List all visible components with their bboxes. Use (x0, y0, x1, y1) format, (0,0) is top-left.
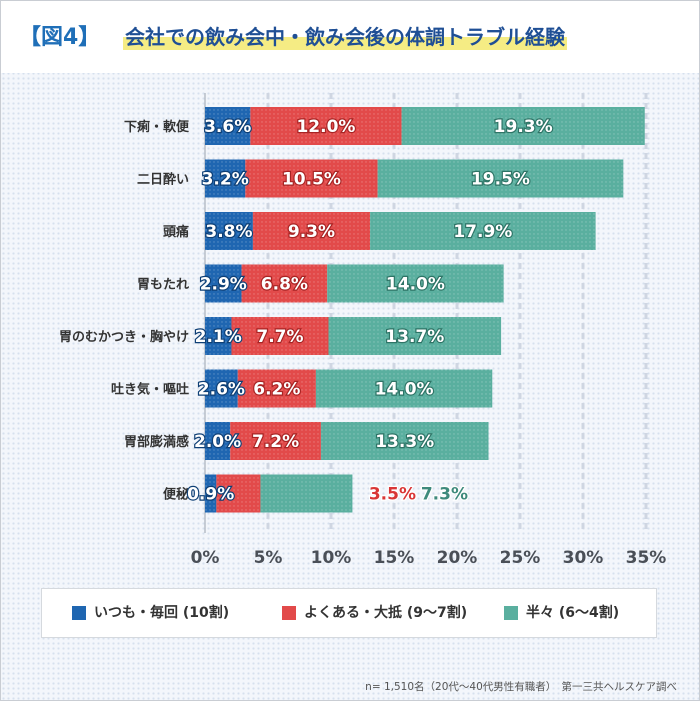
x-tick-label: 25% (500, 548, 541, 568)
bar-texture-half (370, 212, 596, 250)
data-label-often: 6.8% (261, 275, 308, 295)
category-label: 吐き気・嘔吐 (111, 382, 189, 398)
data-label-half: 7.3% (421, 485, 468, 505)
data-label-always: 2.0% (194, 432, 241, 452)
stacked-bar-chart: 下痢・軟便 3.6% 12.0% 19.3% 二日酔い 3.2% 10.5% 19.5% 頭痛 3… (59, 93, 667, 568)
chart-title: 会社での飲み会中・飲み会後の体調トラブル経験 (123, 21, 567, 50)
data-label-half: 13.7% (385, 327, 444, 347)
data-label-always: 0.9% (187, 485, 234, 505)
bar-texture-half (320, 422, 489, 460)
category-label: 二日酔い (137, 172, 189, 188)
bar-texture-often (252, 212, 371, 250)
data-label-half: 17.9% (453, 222, 512, 242)
legend: いつも・毎回 (10割) よくある・大抵 (9〜7割) 半々 (6〜4割) (41, 588, 657, 638)
bar-texture-half (315, 369, 493, 408)
bar-texture-often (237, 369, 316, 408)
bar-texture-often (231, 317, 329, 355)
data-label-half: 14.0% (386, 275, 445, 295)
legend-swatch-half (504, 606, 518, 620)
data-label-often: 7.7% (256, 327, 303, 347)
category-label: 胃もたれ (137, 278, 189, 293)
bar-texture-always (205, 369, 238, 408)
bar-texture-always (205, 317, 232, 355)
category-label: 頭痛 (163, 224, 189, 240)
legend-label-always: いつも・毎回 (10割) (94, 605, 230, 621)
bar-texture-always (205, 264, 242, 303)
data-label-always: 3.8% (205, 222, 252, 242)
bar-texture-half (327, 264, 504, 303)
bar-texture-half (328, 317, 502, 355)
x-tick-label: 20% (437, 548, 478, 568)
category-label: 便秘 (163, 487, 189, 503)
legend-swatch-often (282, 606, 296, 620)
bar-texture-always (205, 159, 246, 198)
data-label-half: 13.3% (375, 432, 434, 452)
data-label-always: 2.1% (195, 327, 242, 347)
x-tick-label: 10% (311, 548, 352, 568)
title-bar: 【図4】 会社での飲み会中・飲み会後の体調トラブル経験 (1, 1, 699, 73)
data-label-often: 7.2% (252, 432, 299, 452)
data-label-always: 3.6% (204, 117, 251, 137)
data-label-often: 9.3% (288, 222, 335, 242)
data-label-always: 2.6% (198, 380, 245, 400)
bar-texture-half (377, 159, 624, 198)
legend-label-half: 半々 (6〜4割) (526, 605, 620, 621)
category-label: 下痢・軟便 (124, 119, 190, 135)
data-label-half: 19.3% (494, 117, 553, 137)
footnote: n= 1,510名（20代〜40代男性有職者） 第一三共ヘルスケア調べ (365, 681, 677, 693)
x-tick-label: 30% (563, 548, 604, 568)
data-label-often: 3.5% (369, 485, 416, 505)
figure-tag: 【図4】 (19, 25, 101, 50)
category-label: 胃のむかつき・胸やけ (59, 329, 189, 345)
data-label-often: 6.2% (253, 380, 300, 400)
bar-texture-half (401, 107, 645, 145)
category-label: 胃部膨満感 (124, 434, 189, 450)
data-label-often: 12.0% (296, 117, 355, 137)
x-tick-label: 15% (374, 548, 415, 568)
bar-texture-always (205, 422, 231, 460)
data-label-always: 2.9% (200, 275, 247, 295)
legend-swatch-always (72, 606, 86, 620)
x-tick-label: 5% (254, 548, 283, 568)
x-tick-label: 35% (626, 548, 667, 568)
x-tick-label: 0% (191, 548, 220, 568)
bar-texture-often (241, 264, 328, 303)
bar-texture-often (230, 422, 321, 460)
bar-texture-often (250, 107, 402, 145)
bar-texture-half (260, 474, 353, 513)
bar-texture-always (205, 212, 253, 250)
bar-texture-always (205, 474, 217, 513)
bar-texture-always (205, 107, 251, 145)
legend-label-often: よくある・大抵 (9〜7割) (304, 605, 468, 621)
data-label-always: 3.2% (202, 170, 249, 190)
data-label-half: 14.0% (375, 380, 434, 400)
data-label-half: 19.5% (471, 170, 530, 190)
data-label-often: 10.5% (282, 170, 341, 190)
bar-texture-often (216, 474, 261, 513)
bar-texture-often (245, 159, 378, 198)
